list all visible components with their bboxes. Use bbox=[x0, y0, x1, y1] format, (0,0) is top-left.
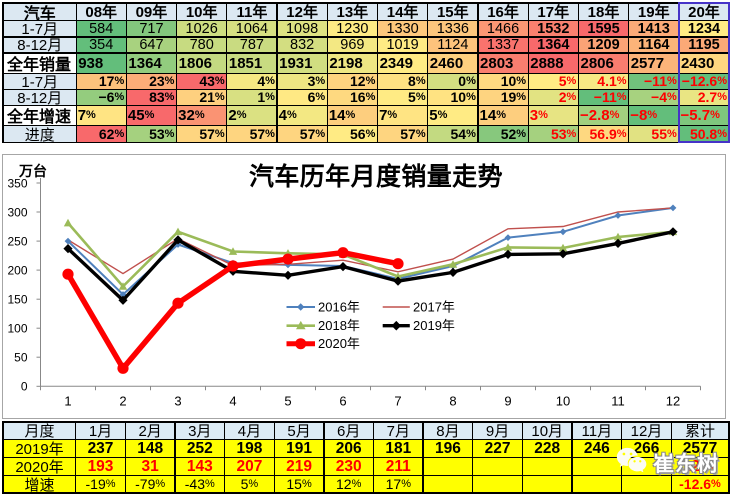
svg-text:2018年: 2018年 bbox=[318, 318, 360, 333]
svg-text:1: 1 bbox=[64, 394, 71, 409]
svg-text:万台: 万台 bbox=[18, 163, 47, 179]
svg-text:4: 4 bbox=[229, 394, 236, 409]
svg-text:2016年: 2016年 bbox=[318, 300, 360, 315]
svg-text:12: 12 bbox=[666, 394, 680, 409]
svg-text:150: 150 bbox=[7, 293, 27, 307]
svg-text:7: 7 bbox=[394, 394, 401, 409]
svg-text:2019年: 2019年 bbox=[413, 318, 455, 333]
svg-text:11: 11 bbox=[611, 394, 625, 409]
svg-text:350: 350 bbox=[7, 176, 27, 190]
svg-text:10: 10 bbox=[556, 394, 570, 409]
svg-text:8: 8 bbox=[449, 394, 456, 409]
svg-text:汽车历年月度销量走势: 汽车历年月度销量走势 bbox=[249, 162, 503, 191]
svg-text:2017年: 2017年 bbox=[413, 300, 455, 315]
svg-text:100: 100 bbox=[7, 322, 27, 336]
svg-text:250: 250 bbox=[7, 235, 27, 249]
svg-text:2020年: 2020年 bbox=[318, 336, 360, 351]
svg-text:300: 300 bbox=[7, 205, 27, 219]
svg-text:9: 9 bbox=[504, 394, 511, 409]
svg-text:5: 5 bbox=[284, 394, 291, 409]
svg-text:3: 3 bbox=[174, 394, 181, 409]
svg-text:2: 2 bbox=[119, 394, 126, 409]
svg-text:200: 200 bbox=[7, 264, 27, 278]
svg-text:0: 0 bbox=[21, 380, 28, 394]
svg-text:50: 50 bbox=[14, 351, 28, 365]
svg-text:6: 6 bbox=[339, 394, 346, 409]
